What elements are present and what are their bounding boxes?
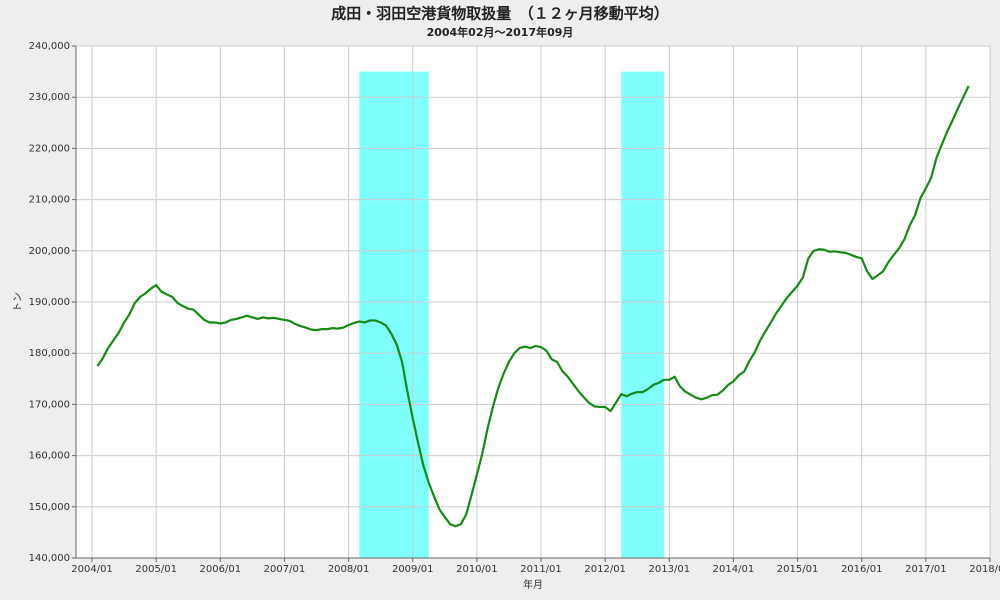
- x-tick-label: 2018/01: [969, 564, 1000, 575]
- x-tick-label: 2017/01: [905, 564, 947, 575]
- x-tick-label: 2008/01: [328, 564, 370, 575]
- x-axis-label: 年月: [523, 578, 543, 591]
- y-tick-label: 210,000: [29, 195, 70, 206]
- x-tick-label: 2011/01: [520, 564, 562, 575]
- x-tick-label: 2006/01: [200, 564, 242, 575]
- y-axis-label: トン: [13, 292, 24, 312]
- y-tick-label: 140,000: [29, 553, 70, 564]
- chart-title: 成田・羽田空港貨物取扱量 （１２ヶ月移動平均）: [331, 5, 669, 23]
- shaded-period: [359, 71, 429, 558]
- x-tick-label: 2016/01: [841, 564, 883, 575]
- y-tick-label: 150,000: [29, 502, 70, 513]
- y-tick-label: 180,000: [29, 348, 70, 359]
- x-tick-label: 2010/01: [456, 564, 498, 575]
- y-tick-label: 220,000: [29, 143, 70, 154]
- data-line: [96, 85, 970, 528]
- x-tick-label: 2004/01: [71, 564, 113, 575]
- x-tick-label: 2007/01: [264, 564, 306, 575]
- y-tick-label: 240,000: [29, 41, 70, 52]
- x-tick-label: 2005/01: [135, 564, 177, 575]
- y-tick-label: 200,000: [29, 246, 70, 257]
- x-tick-label: 2009/01: [392, 564, 434, 575]
- y-tick-label: 160,000: [29, 451, 70, 462]
- x-tick-label: 2012/01: [584, 564, 626, 575]
- y-tick-label: 230,000: [29, 92, 70, 103]
- x-tick-label: 2014/01: [713, 564, 755, 575]
- y-tick-label: 170,000: [29, 399, 70, 410]
- chart-subtitle: 2004年02月～2017年09月: [427, 25, 574, 39]
- shaded-period: [621, 71, 664, 558]
- y-tick-label: 190,000: [29, 297, 70, 308]
- x-tick-label: 2013/01: [649, 564, 691, 575]
- x-tick-label: 2015/01: [777, 564, 819, 575]
